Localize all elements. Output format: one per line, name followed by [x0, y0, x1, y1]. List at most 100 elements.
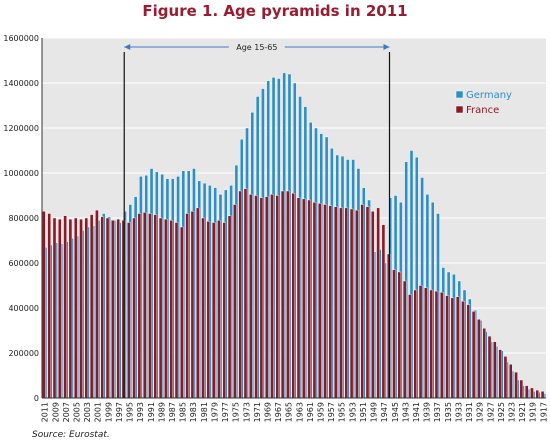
bar-france-1948 [376, 207, 380, 399]
x-tick-label: 1945 [391, 402, 400, 422]
legend-label-germany: Germany [466, 90, 512, 101]
bar-france-1936 [440, 292, 444, 399]
bar-france-2010 [47, 213, 51, 399]
bar-france-1957 [328, 205, 333, 399]
x-tick-label: 1959 [317, 402, 326, 422]
bar-france-1941 [413, 289, 417, 399]
bar-france-1999 [105, 217, 110, 399]
y-tick-label: 600000 [8, 259, 39, 268]
bar-france-1984 [185, 213, 189, 399]
annotation-right-arrowhead [383, 44, 390, 50]
bar-france-1951 [360, 204, 364, 399]
bar-france-1917 [540, 391, 545, 399]
x-tick-label: 1949 [370, 402, 379, 422]
bar-france-2009 [52, 217, 57, 399]
bar-france-2005 [73, 217, 78, 399]
x-tick-label: 1917 [539, 402, 548, 422]
bar-france-1959 [318, 203, 322, 399]
bar-france-1997 [116, 218, 120, 399]
x-tick-label: 1919 [529, 402, 538, 422]
bar-france-1955 [339, 207, 343, 399]
y-tick-label: 400000 [8, 304, 39, 313]
bar-france-1971 [254, 195, 258, 399]
x-tick-label: 1981 [200, 402, 209, 422]
x-tick-label: 1967 [274, 402, 283, 422]
bar-france-1960 [312, 202, 317, 399]
x-tick-label: 1969 [263, 402, 272, 422]
bar-france-1944 [397, 271, 402, 399]
bar-france-1978 [217, 220, 221, 399]
bar-france-2011 [42, 211, 46, 399]
bar-france-1924 [503, 356, 508, 399]
annotation-label: Age 15-65 [236, 43, 277, 52]
bar-france-1987 [169, 220, 173, 399]
axes [41, 38, 546, 399]
x-tick-label: 1927 [486, 402, 495, 422]
x-tick-label: 1999 [104, 402, 113, 422]
x-tick-label: 2009 [51, 402, 60, 422]
bar-france-1925 [498, 349, 502, 399]
x-tick-label: 1925 [497, 402, 506, 422]
bar-france-1921 [519, 379, 524, 399]
x-tick-label: 1937 [433, 402, 442, 422]
x-tick-label: 1971 [253, 402, 262, 422]
bar-france-1969 [264, 196, 269, 399]
legend-swatch-france [455, 105, 464, 114]
x-tick-label: 1939 [423, 402, 432, 422]
annotation-left-arrowhead [124, 44, 131, 50]
bar-france-1933 [455, 296, 460, 399]
bar-france-1920 [524, 385, 529, 399]
bar-france-1918 [535, 389, 540, 399]
bar-france-1952 [355, 209, 359, 399]
y-tick-label: 0 [34, 394, 39, 403]
x-tick-label: 1963 [295, 402, 304, 422]
x-tick-label: 1975 [232, 402, 241, 422]
age-annotation: Age 15-65 [123, 41, 391, 398]
bar-france-1985 [180, 226, 184, 399]
x-tick-label: 2011 [41, 402, 50, 422]
x-tick-label: 2003 [83, 402, 92, 422]
bar-france-1947 [381, 224, 386, 399]
x-tick-labels: 2011 2009 2007 2005 2003 2001 1999 1997 1995 1993… [41, 402, 549, 422]
annotation-label-background [228, 41, 285, 52]
x-tick-label: 1973 [242, 402, 251, 422]
bar-france-1976 [227, 215, 232, 399]
france-bars [42, 188, 545, 399]
x-tick-label: 1921 [518, 402, 527, 422]
x-tick-label: 2001 [94, 402, 103, 422]
bar-france-1975 [233, 204, 237, 399]
bar-france-1931 [466, 304, 471, 399]
source-note: Source: Eurostat. [32, 430, 110, 440]
bar-france-1935 [445, 295, 449, 399]
bar-france-1970 [259, 197, 264, 399]
bar-france-1986 [174, 222, 179, 399]
bar-france-1998 [111, 220, 115, 399]
bar-france-1988 [164, 218, 168, 399]
x-tick-label: 1983 [189, 402, 198, 422]
bar-france-2000 [100, 216, 104, 399]
bar-france-2006 [68, 218, 73, 399]
bar-france-1963 [296, 197, 301, 399]
x-tick-label: 1933 [454, 402, 463, 422]
bar-france-1919 [530, 387, 534, 399]
bar-france-2003 [84, 217, 89, 399]
bar-france-2001 [95, 209, 99, 399]
x-tick-label: 1991 [147, 402, 156, 422]
bar-france-1980 [206, 221, 211, 399]
y-tick-label: 800000 [8, 214, 39, 223]
x-tick-label: 1985 [179, 402, 188, 422]
bar-france-1974 [238, 190, 242, 399]
bar-france-1926 [493, 341, 497, 399]
bar-france-1966 [280, 190, 285, 399]
x-tick-label: 1961 [306, 402, 315, 422]
bar-france-2002 [89, 214, 94, 399]
x-tick-label: 1935 [444, 402, 453, 422]
chart-title: Figure 1. Age pyramids in 2011 [142, 2, 408, 20]
bar-france-1940 [418, 285, 423, 399]
bar-france-1981 [201, 217, 205, 399]
bar-france-1949 [371, 211, 375, 399]
x-tick-label: 1955 [338, 402, 347, 422]
bar-france-1932 [461, 301, 465, 399]
legend-swatch-germany [455, 90, 464, 99]
x-tick-label: 1977 [221, 402, 230, 422]
